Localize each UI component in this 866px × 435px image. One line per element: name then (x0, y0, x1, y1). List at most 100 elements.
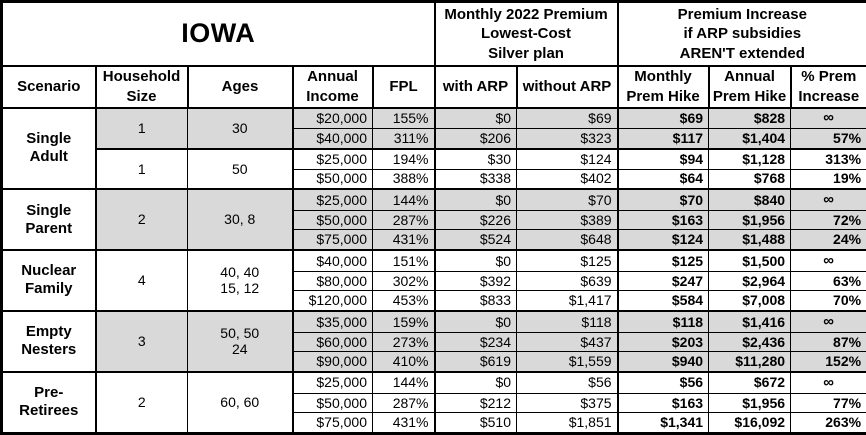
pct-increase-cell: ∞ (790, 370, 866, 394)
household-size-cell: 3 (94, 309, 188, 373)
fpl-cell: 151% (371, 248, 436, 272)
premium-group-header: Monthly 2022 Premium Lowest-Cost Silver … (433, 0, 619, 67)
income-cell: $120,000 (291, 290, 373, 312)
pct-increase-cell: 77% (790, 392, 866, 414)
without-arp-cell: $56 (516, 370, 619, 394)
monthly-hike-cell: $64 (616, 168, 710, 190)
with-arp-cell: $0 (433, 106, 518, 130)
table-row: Single Adult 1 30 $20,000 155% $0 $69 $69 $828 ∞ (0, 106, 866, 190)
income-cell: $40,000 (291, 248, 373, 272)
without-arp-cell: $375 (516, 392, 619, 414)
income-cell: $75,000 (291, 412, 373, 434)
monthly-hike-cell: $124 (616, 229, 710, 251)
with-arp-cell: $30 (433, 147, 518, 170)
ages-cell: 30 (187, 106, 293, 150)
table-row: $75,000 431% $524 $648 $124 $1,488 24% (2, 229, 866, 251)
income-cell: $90,000 (291, 351, 373, 373)
table-row: Nuclear Family 4 40, 40 15, 12 $40,000 151% $… (0, 248, 866, 312)
pct-increase-cell: 24% (790, 229, 866, 251)
monthly-hike-cell: $940 (616, 351, 710, 373)
scenario-cell: Pre- Retirees (0, 370, 97, 434)
fpl-cell: 453% (371, 290, 436, 312)
ages-cell: 60, 60 (187, 370, 293, 434)
pct-increase-cell: ∞ (790, 188, 866, 211)
col-header-annual-income: Annual Income (291, 64, 374, 109)
monthly-hike-cell: $117 (616, 128, 710, 150)
annual-hike-cell: $7,008 (708, 290, 792, 312)
col-header-scenario: Scenario (0, 64, 97, 109)
annual-hike-cell: $828 (708, 106, 792, 130)
without-arp-cell: $1,417 (516, 290, 619, 312)
col-header-without-arp: without ARP (516, 64, 619, 109)
col-header-with-arp: with ARP (433, 64, 518, 109)
fpl-cell: 144% (371, 188, 436, 211)
ages-cell: 50 (187, 147, 293, 190)
scenario-cell: Nuclear Family (0, 249, 97, 312)
table-row: $75,000 431% $510 $1,851 $1,341 $16,092 263% (2, 412, 866, 434)
monthly-hike-cell: $56 (616, 370, 710, 394)
income-cell: $60,000 (291, 331, 373, 353)
with-arp-cell: $234 (433, 331, 518, 353)
household-size-cell: 1 (94, 147, 188, 190)
pct-increase-cell: ∞ (790, 309, 866, 333)
annual-hike-cell: $1,416 (708, 309, 792, 333)
scenario-cell: Single Parent (0, 188, 97, 251)
pct-increase-cell: 72% (790, 209, 866, 231)
monthly-hike-cell: $94 (616, 147, 710, 170)
pct-increase-cell: 87% (790, 331, 866, 353)
monthly-hike-cell: $125 (616, 248, 710, 272)
without-arp-cell: $69 (516, 106, 619, 130)
table-row: $90,000 410% $619 $1,559 $940 $11,280 152% (2, 351, 866, 373)
col-header-household-size: Household Size (94, 64, 189, 109)
without-arp-cell: $639 (516, 270, 619, 292)
table-row: $80,000 302% $392 $639 $247 $2,964 63% (2, 270, 866, 292)
annual-hike-cell: $11,280 (708, 351, 792, 373)
without-arp-cell: $125 (516, 248, 619, 272)
income-cell: $80,000 (291, 270, 373, 292)
annual-hike-cell: $1,128 (708, 147, 792, 170)
annual-hike-cell: $1,500 (708, 248, 792, 272)
annual-hike-cell: $1,956 (708, 209, 792, 231)
table-row: $60,000 273% $234 $437 $203 $2,436 87% (2, 331, 866, 353)
annual-hike-cell: $1,404 (708, 128, 792, 150)
annual-hike-cell: $2,436 (708, 331, 792, 353)
ages-cell: 50, 50 24 (187, 309, 293, 373)
fpl-cell: 273% (371, 331, 436, 353)
with-arp-cell: $0 (433, 370, 518, 394)
fpl-cell: 287% (371, 209, 436, 231)
household-size-cell: 1 (94, 106, 188, 150)
fpl-cell: 194% (371, 147, 436, 170)
monthly-hike-cell: $118 (616, 309, 710, 333)
ages-cell: 30, 8 (187, 188, 293, 251)
table-row: Empty Nesters 3 50, 50 24 $35,000 159% $0 $118… (0, 309, 866, 373)
with-arp-cell: $212 (433, 392, 518, 414)
monthly-hike-cell: $1,341 (616, 412, 710, 434)
monthly-hike-cell: $163 (616, 392, 710, 414)
fpl-cell: 311% (371, 128, 436, 150)
pct-increase-cell: 152% (790, 351, 866, 373)
without-arp-cell: $402 (516, 168, 619, 190)
with-arp-cell: $226 (433, 209, 518, 231)
monthly-hike-cell: $69 (616, 106, 710, 130)
with-arp-cell: $0 (433, 188, 518, 211)
annual-hike-cell: $672 (708, 370, 792, 394)
col-header-annual-prem-hike: Annual Prem Hike (708, 64, 792, 109)
pct-increase-cell: 63% (790, 270, 866, 292)
income-cell: $25,000 (291, 147, 373, 170)
fpl-cell: 410% (371, 351, 436, 373)
fpl-cell: 144% (371, 370, 436, 394)
monthly-hike-cell: $247 (616, 270, 710, 292)
pct-increase-cell: 313% (790, 147, 866, 170)
pct-increase-cell: 70% (790, 290, 866, 312)
fpl-cell: 431% (371, 229, 436, 251)
with-arp-cell: $833 (433, 290, 518, 312)
table-row: $50,000 388% $338 $402 $64 $768 19% (2, 168, 866, 190)
income-cell: $50,000 (291, 209, 373, 231)
without-arp-cell: $389 (516, 209, 619, 231)
without-arp-cell: $118 (516, 309, 619, 333)
with-arp-cell: $392 (433, 270, 518, 292)
scenario-cell: Single Adult (0, 106, 97, 190)
without-arp-cell: $648 (516, 229, 619, 251)
col-header-pct-prem-increase: % Prem Increase (790, 64, 866, 109)
